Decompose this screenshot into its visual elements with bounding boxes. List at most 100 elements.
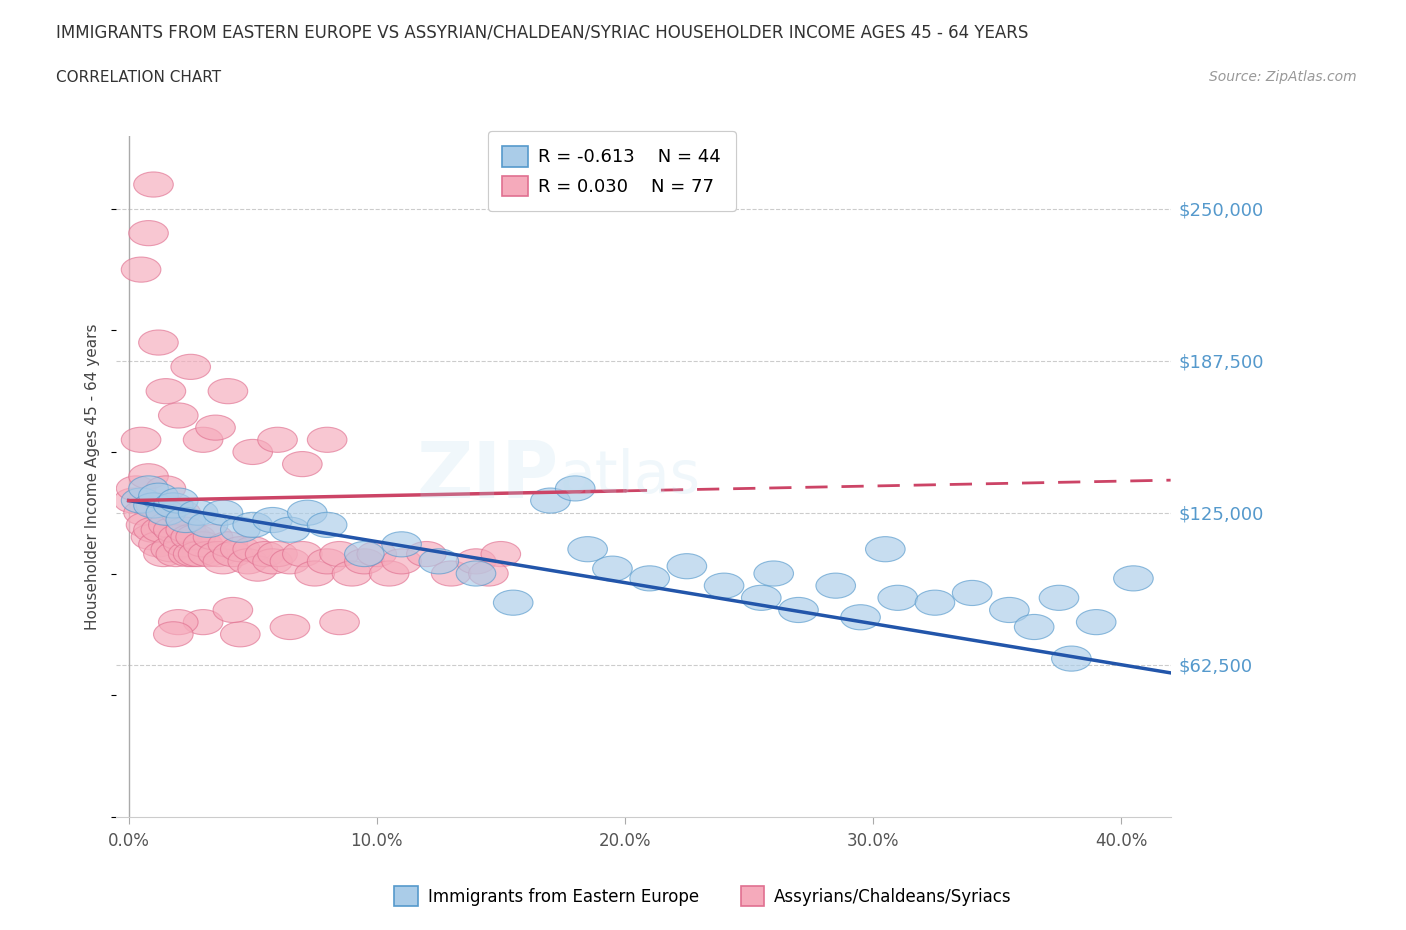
Ellipse shape: [134, 493, 173, 518]
Ellipse shape: [124, 500, 163, 525]
Ellipse shape: [295, 561, 335, 586]
Ellipse shape: [208, 532, 247, 557]
Ellipse shape: [630, 565, 669, 591]
Ellipse shape: [117, 476, 156, 501]
Ellipse shape: [169, 541, 208, 566]
Ellipse shape: [139, 532, 179, 557]
Ellipse shape: [233, 439, 273, 464]
Ellipse shape: [456, 549, 496, 574]
Ellipse shape: [1039, 585, 1078, 610]
Ellipse shape: [134, 172, 173, 197]
Ellipse shape: [153, 493, 193, 518]
Ellipse shape: [593, 556, 633, 581]
Ellipse shape: [131, 525, 170, 550]
Ellipse shape: [456, 561, 496, 586]
Ellipse shape: [202, 549, 243, 574]
Ellipse shape: [1077, 609, 1116, 634]
Ellipse shape: [163, 532, 202, 557]
Ellipse shape: [481, 541, 520, 566]
Ellipse shape: [915, 591, 955, 616]
Ellipse shape: [129, 220, 169, 246]
Ellipse shape: [432, 561, 471, 586]
Ellipse shape: [952, 580, 993, 605]
Ellipse shape: [704, 573, 744, 598]
Ellipse shape: [779, 597, 818, 622]
Legend: Immigrants from Eastern Europe, Assyrians/Chaldeans/Syriacs: Immigrants from Eastern Europe, Assyrian…: [388, 880, 1018, 912]
Ellipse shape: [214, 597, 253, 622]
Ellipse shape: [146, 500, 186, 525]
Ellipse shape: [283, 541, 322, 566]
Ellipse shape: [1014, 615, 1054, 640]
Ellipse shape: [382, 532, 422, 557]
Ellipse shape: [283, 452, 322, 477]
Ellipse shape: [990, 597, 1029, 622]
Ellipse shape: [150, 537, 191, 562]
Ellipse shape: [146, 500, 186, 525]
Ellipse shape: [233, 537, 273, 562]
Ellipse shape: [308, 512, 347, 538]
Text: ZIP: ZIP: [416, 438, 560, 514]
Ellipse shape: [153, 622, 193, 647]
Ellipse shape: [149, 512, 188, 538]
Ellipse shape: [228, 549, 267, 574]
Ellipse shape: [494, 591, 533, 616]
Ellipse shape: [146, 379, 186, 404]
Ellipse shape: [815, 573, 855, 598]
Ellipse shape: [139, 330, 179, 355]
Ellipse shape: [468, 561, 508, 586]
Ellipse shape: [188, 512, 228, 538]
Ellipse shape: [136, 493, 176, 518]
Ellipse shape: [221, 622, 260, 647]
Ellipse shape: [741, 585, 782, 610]
Ellipse shape: [183, 532, 224, 557]
Ellipse shape: [568, 537, 607, 562]
Text: Source: ZipAtlas.com: Source: ZipAtlas.com: [1209, 70, 1357, 84]
Ellipse shape: [179, 541, 218, 566]
Ellipse shape: [344, 549, 384, 574]
Ellipse shape: [308, 549, 347, 574]
Ellipse shape: [287, 500, 328, 525]
Ellipse shape: [198, 541, 238, 566]
Ellipse shape: [183, 609, 224, 634]
Ellipse shape: [841, 604, 880, 630]
Ellipse shape: [370, 561, 409, 586]
Ellipse shape: [866, 537, 905, 562]
Ellipse shape: [159, 609, 198, 634]
Ellipse shape: [221, 517, 260, 542]
Ellipse shape: [179, 500, 218, 525]
Ellipse shape: [141, 517, 181, 542]
Ellipse shape: [202, 500, 243, 525]
Ellipse shape: [208, 379, 247, 404]
Ellipse shape: [214, 541, 253, 566]
Ellipse shape: [530, 488, 571, 513]
Ellipse shape: [344, 541, 384, 566]
Ellipse shape: [877, 585, 918, 610]
Ellipse shape: [139, 484, 179, 509]
Ellipse shape: [166, 517, 205, 542]
Ellipse shape: [172, 525, 211, 550]
Ellipse shape: [176, 525, 215, 550]
Ellipse shape: [257, 541, 297, 566]
Ellipse shape: [134, 517, 173, 542]
Ellipse shape: [308, 427, 347, 452]
Ellipse shape: [173, 541, 212, 566]
Text: CORRELATION CHART: CORRELATION CHART: [56, 70, 221, 85]
Ellipse shape: [555, 476, 595, 501]
Ellipse shape: [754, 561, 793, 586]
Ellipse shape: [129, 464, 169, 489]
Ellipse shape: [270, 517, 309, 542]
Ellipse shape: [127, 512, 166, 538]
Ellipse shape: [382, 549, 422, 574]
Ellipse shape: [159, 403, 198, 428]
Ellipse shape: [114, 488, 153, 513]
Ellipse shape: [257, 427, 297, 452]
Ellipse shape: [270, 615, 309, 640]
Ellipse shape: [172, 354, 211, 379]
Ellipse shape: [121, 427, 160, 452]
Ellipse shape: [188, 541, 228, 566]
Ellipse shape: [1114, 565, 1153, 591]
Ellipse shape: [166, 508, 205, 533]
Ellipse shape: [253, 508, 292, 533]
Text: atlas: atlas: [560, 447, 700, 505]
Ellipse shape: [406, 541, 446, 566]
